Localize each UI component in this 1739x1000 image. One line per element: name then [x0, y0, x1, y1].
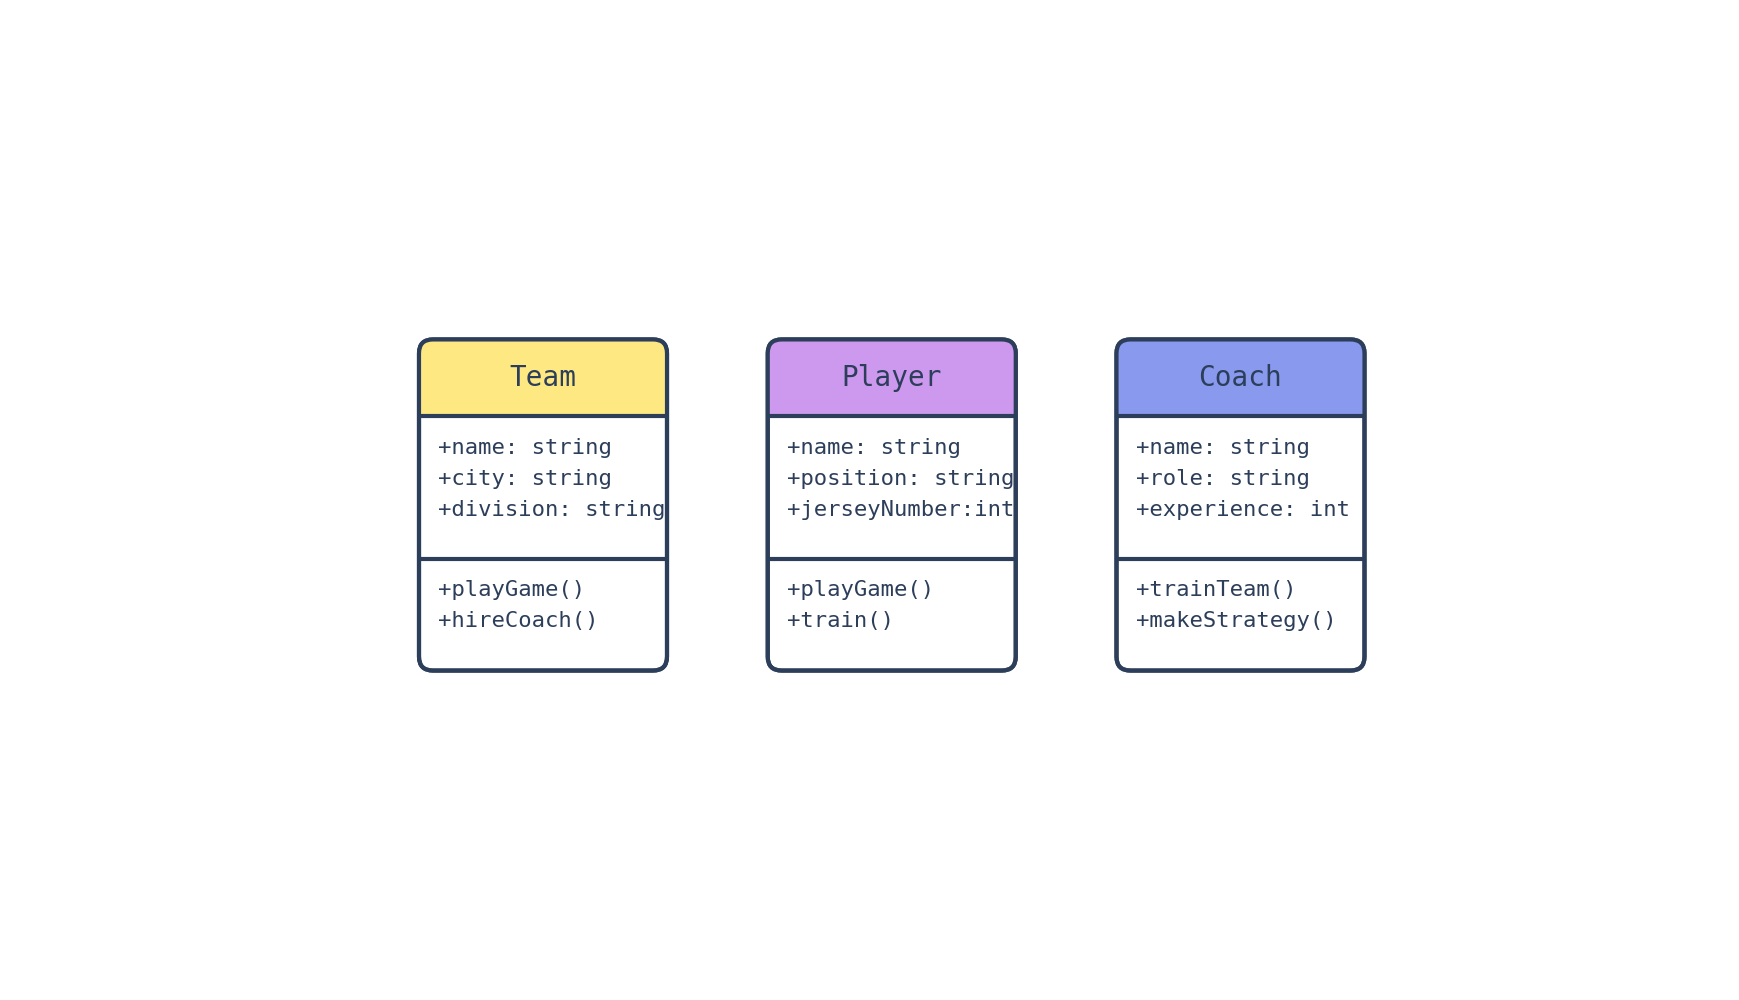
Text: +experience: int: +experience: int [1136, 500, 1349, 520]
Text: +trainTeam(): +trainTeam() [1136, 580, 1296, 600]
Text: Player: Player [842, 364, 941, 392]
Text: +playGame(): +playGame() [438, 580, 584, 600]
Text: +city: string: +city: string [438, 469, 612, 489]
Text: +name: string: +name: string [786, 438, 960, 458]
Text: +train(): +train() [786, 611, 894, 631]
Text: +division: string: +division: string [438, 500, 666, 520]
Text: +playGame(): +playGame() [786, 580, 934, 600]
FancyBboxPatch shape [419, 339, 666, 671]
Text: +hireCoach(): +hireCoach() [438, 611, 598, 631]
Text: +role: string: +role: string [1136, 469, 1309, 489]
FancyBboxPatch shape [419, 339, 666, 416]
Text: +name: string: +name: string [438, 438, 612, 458]
FancyBboxPatch shape [767, 339, 1016, 671]
Bar [419, 403, 666, 416]
Text: +name: string: +name: string [1136, 438, 1309, 458]
Text: +position: string: +position: string [786, 469, 1014, 489]
FancyBboxPatch shape [767, 339, 1016, 416]
Text: Team: Team [510, 364, 576, 392]
FancyBboxPatch shape [1116, 339, 1363, 671]
Bar [1116, 403, 1363, 416]
Text: Coach: Coach [1198, 364, 1282, 392]
Text: +makeStrategy(): +makeStrategy() [1136, 611, 1336, 631]
FancyBboxPatch shape [1116, 339, 1363, 416]
Text: +jerseyNumber:int: +jerseyNumber:int [786, 500, 1014, 520]
Bar [767, 403, 1016, 416]
